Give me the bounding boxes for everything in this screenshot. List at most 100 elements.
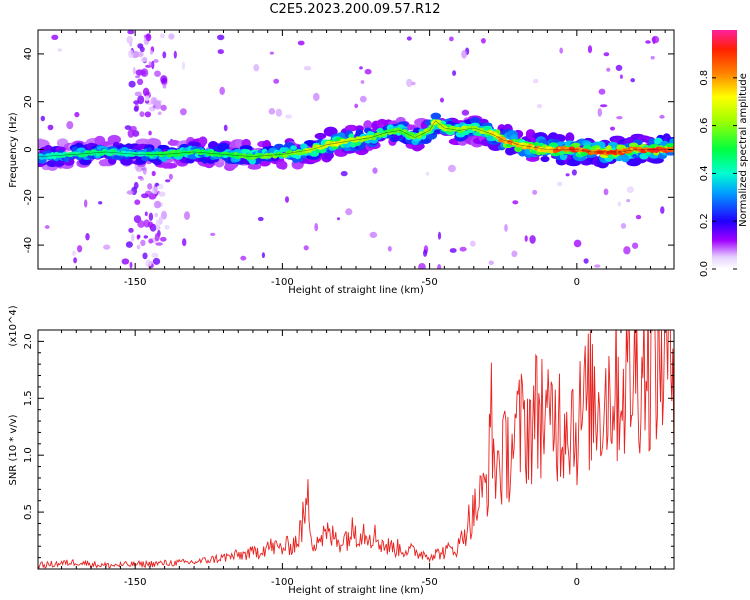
noise-blob — [137, 234, 141, 239]
noise-blob — [635, 214, 642, 220]
noise-blob — [437, 231, 442, 240]
noise-blob — [142, 252, 148, 260]
snr-plot-area — [38, 330, 674, 569]
ridge-blob — [247, 163, 262, 170]
noise-blob — [157, 183, 164, 190]
noise-blob — [136, 244, 141, 250]
noise-blob — [447, 164, 456, 173]
noise-blob — [165, 179, 171, 183]
noise-blob — [372, 167, 378, 174]
noise-blob — [160, 236, 167, 242]
snr-series-line — [38, 330, 674, 569]
noise-blob — [425, 171, 430, 176]
noise-blob — [273, 78, 280, 84]
noise-blob — [411, 81, 416, 86]
noise-blob — [98, 201, 103, 205]
spectrogram-ylabel: Frequency (Hz) — [8, 112, 19, 188]
noise-blob — [364, 68, 372, 75]
ridge-blob — [241, 149, 251, 154]
spectrogram-panel: -150 -100 -50 0 -40 -20 0 20 40 Height of straig… — [8, 29, 675, 296]
noise-blob — [154, 70, 161, 77]
noise-blob — [155, 219, 160, 229]
noise-blob — [134, 199, 141, 205]
ridge-blob — [434, 119, 442, 124]
noise-blob — [125, 241, 133, 248]
ridge-blob — [248, 158, 256, 165]
y-tick-label: 1.5 — [23, 390, 34, 406]
noise-blob — [594, 264, 601, 268]
noise-blob — [153, 59, 159, 63]
noise-blob — [144, 111, 152, 118]
noise-blob — [124, 125, 132, 130]
snr-multiplier: (x10^4) — [8, 305, 19, 346]
ridge-blob — [44, 145, 53, 152]
noise-blob — [140, 239, 146, 247]
noise-blob — [140, 56, 148, 63]
noise-blob — [461, 49, 467, 59]
noise-blob — [103, 244, 111, 250]
noise-blob — [303, 66, 312, 71]
noise-blob — [359, 95, 367, 103]
noise-blob — [132, 67, 136, 75]
y-tick-label: 0.5 — [23, 504, 34, 520]
x-tick-label: -150 — [124, 577, 147, 588]
noise-blob — [168, 173, 173, 180]
noise-blob — [583, 258, 589, 264]
noise-blob — [359, 66, 363, 70]
noise-blob — [135, 51, 144, 58]
ridge-blob — [279, 160, 288, 170]
ridge-blob — [217, 142, 230, 152]
ridge-blob — [146, 147, 153, 154]
ridge-blob — [621, 154, 630, 163]
noise-blob — [151, 60, 155, 70]
noise-blob — [44, 225, 50, 229]
noise-blob — [145, 259, 152, 268]
noise-blob — [524, 235, 528, 242]
noise-blob — [406, 36, 412, 41]
noise-blob — [158, 191, 166, 197]
noise-blob — [137, 175, 143, 180]
noise-blob — [210, 232, 216, 236]
y-tick-label: -20 — [23, 189, 34, 205]
noise-blob — [57, 48, 62, 52]
noise-blob — [597, 108, 602, 117]
ridge-blob — [363, 120, 373, 131]
noise-blob — [606, 67, 611, 72]
y-tick-label: 1.0 — [23, 447, 34, 463]
ridge-blob — [348, 133, 355, 139]
noise-blob — [571, 169, 577, 176]
y-tick-label: -40 — [23, 237, 34, 253]
colorbar-gradient — [712, 30, 737, 269]
noise-blob — [155, 242, 163, 246]
noise-blob — [418, 263, 426, 269]
noise-blob — [610, 126, 615, 131]
y-tick-label: 2.0 — [23, 333, 34, 349]
noise-blob — [536, 103, 543, 109]
noise-blob — [154, 233, 160, 242]
noise-blob — [660, 206, 665, 214]
noise-blob — [137, 78, 144, 86]
ridge-blob — [290, 145, 297, 150]
noise-blob — [148, 130, 152, 136]
noise-blob — [137, 220, 145, 228]
noise-blob — [600, 104, 608, 108]
noise-blob — [459, 246, 467, 252]
noise-blob — [162, 84, 167, 89]
noise-blob — [153, 200, 162, 209]
noise-blob — [529, 235, 536, 244]
noise-blob — [620, 223, 627, 229]
noise-blob — [77, 245, 83, 253]
noise-blob — [150, 96, 158, 105]
colorbar-axes: 0.0 0.2 0.4 0.6 0.8 — [699, 70, 737, 277]
noise-blob — [135, 75, 141, 79]
noise-blob — [652, 36, 656, 45]
colorbar: 0.0 0.2 0.4 0.6 0.8 Normalized spectral ampl… — [699, 30, 749, 277]
noise-blob — [217, 34, 225, 41]
noise-blob — [512, 200, 519, 205]
ridge-blob — [198, 136, 208, 146]
ridge-blob — [120, 157, 133, 166]
ridge-blob — [648, 156, 664, 164]
noise-blob — [180, 108, 187, 116]
snr-ylabel: SNR (10 * v/v) — [8, 414, 19, 485]
noise-blob — [47, 124, 54, 131]
